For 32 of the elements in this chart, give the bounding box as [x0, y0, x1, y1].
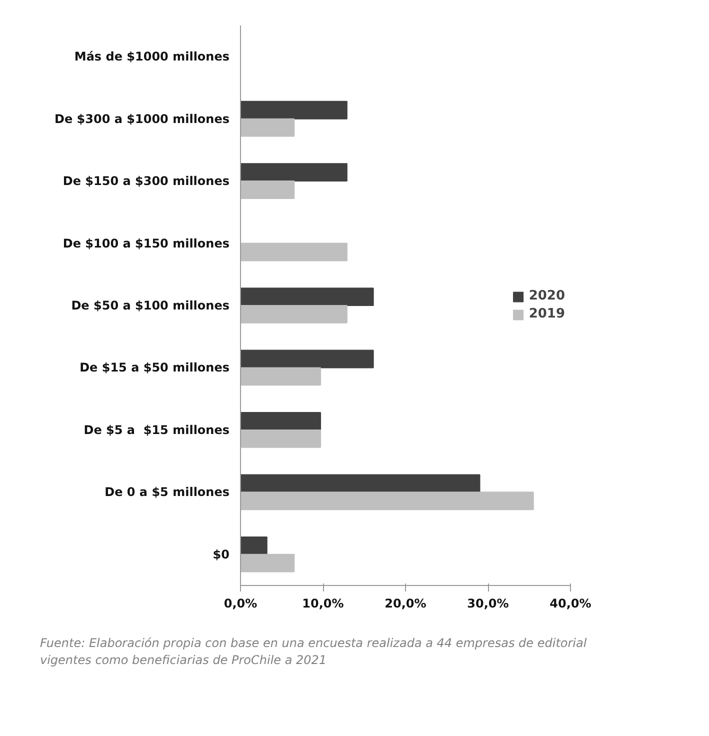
legend-label: 2019 [528, 306, 565, 322]
x-tick-label: 30,0% [467, 596, 509, 610]
y-tick-label: De $15 a $50 millones [80, 360, 230, 375]
bar [240, 242, 348, 262]
y-tick-label: $0 [212, 547, 230, 562]
x-tick-label: 10,0% [302, 596, 344, 610]
y-tick-label: De $300 a $1000 millones [54, 112, 230, 126]
bar [240, 536, 268, 555]
bar [240, 163, 348, 182]
bar [240, 474, 480, 493]
x-tick-label: 40,0% [550, 596, 592, 610]
bar [240, 492, 534, 510]
bar [240, 305, 348, 324]
bar [240, 429, 322, 448]
bar [240, 180, 295, 199]
y-tick-label: De $150 a $300 millones [62, 174, 230, 188]
bar [240, 412, 322, 430]
source-note: Fuente: Elaboración propia con base en una encuesta realizada a 44 empresas de editorial vigentes como beneficiarias de ProChile a 2021 [40, 635, 588, 670]
legend-label: 2020 [528, 288, 565, 304]
x-tick-label: 0,0% [224, 596, 258, 610]
y-tick-label: Más de $1000 millones [74, 50, 230, 64]
bar [240, 367, 322, 386]
x-tick-label: 20,0% [384, 596, 426, 610]
y-tick-label: De $100 a $150 millones [62, 236, 230, 250]
y-tick-label: De $50 a $100 millones [71, 298, 230, 312]
bar [240, 100, 348, 120]
bar [240, 118, 295, 137]
y-tick-label: De 0 a $5 millones [104, 485, 230, 500]
y-tick-label: De $5 a $15 millones [84, 422, 230, 437]
bar [240, 554, 295, 572]
bar [240, 288, 374, 306]
bar [240, 350, 374, 368]
